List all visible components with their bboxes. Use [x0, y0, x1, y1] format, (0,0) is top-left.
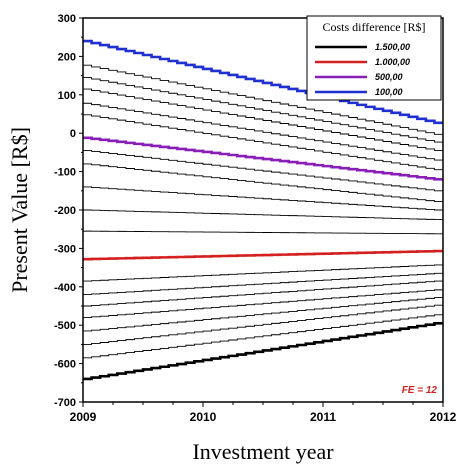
y-tick-label: -400 [54, 282, 76, 294]
y-tick-label: 0 [70, 128, 76, 140]
y-axis-ticks: 300 200 100 0 -100 -200 -300 -400 -500 -600 -700 [54, 13, 83, 409]
y-axis-title: Present Value [R$] [7, 127, 32, 293]
legend: Costs difference [R$] 1.500,00 1.000,00 50… [306, 15, 442, 101]
series-line-11 [83, 230, 443, 235]
fe-annotation: FE = 12 [402, 385, 438, 396]
series-line-18 [83, 304, 443, 345]
series-line-15 [83, 280, 443, 307]
x-tick-label: 2010 [190, 410, 217, 424]
legend-label-150000: 1.500,00 [375, 42, 410, 52]
series-line-4 [83, 102, 443, 161]
x-tick-label: 2009 [70, 410, 97, 424]
series-10000 [83, 39, 443, 125]
series-line-13 [83, 264, 443, 282]
y-tick-label: -700 [54, 397, 76, 409]
y-tick-label: 200 [58, 51, 76, 63]
y-tick-label: -500 [54, 320, 76, 332]
legend-box [306, 15, 442, 101]
series-line-9 [83, 186, 443, 211]
y-tick-label: -300 [54, 243, 76, 255]
series-line-19 [83, 314, 443, 359]
series-line-2 [83, 77, 443, 143]
series-line-16 [83, 289, 443, 318]
series-line-3 [83, 88, 443, 151]
legend-label-10000: 100,00 [375, 87, 403, 97]
legend-title: Costs difference [R$] [322, 20, 425, 34]
legend-label-100000: 1.000,00 [375, 57, 410, 67]
y-tick-label: -100 [54, 167, 76, 179]
series-line-8 [83, 163, 443, 202]
series-layer [83, 39, 443, 381]
series-line-7 [83, 150, 443, 192]
series-line-1 [83, 64, 443, 135]
series-line-10 [83, 209, 443, 221]
series-line-5 [83, 114, 443, 171]
series-line-17 [83, 297, 443, 332]
y-tick-label: -200 [54, 205, 76, 217]
series-100000 [83, 249, 443, 261]
series-line-14 [83, 272, 443, 295]
y-tick-label: 300 [58, 13, 76, 25]
series-50000 [83, 136, 443, 181]
x-axis-title: Investment year [192, 439, 334, 464]
legend-label-50000: 500,00 [375, 72, 403, 82]
x-axis-ticks: 2009 2010 2011 2012 [70, 402, 457, 424]
series-150000 [83, 321, 443, 381]
x-tick-label: 2012 [430, 410, 457, 424]
x-tick-label: 2011 [310, 410, 336, 424]
y-tick-label: -600 [54, 359, 76, 371]
y-tick-label: 100 [58, 90, 76, 102]
